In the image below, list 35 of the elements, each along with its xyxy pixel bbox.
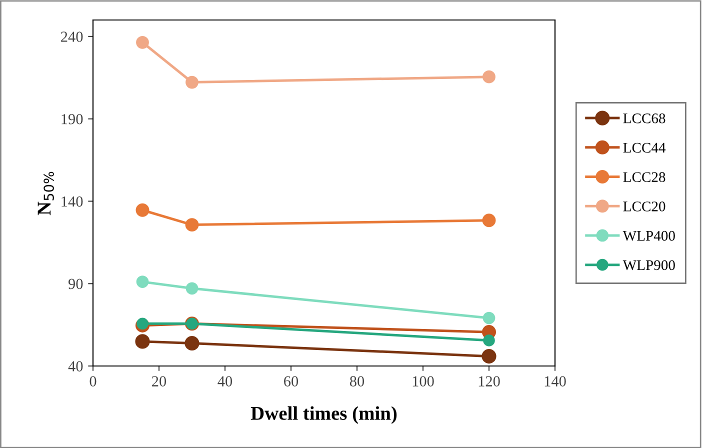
x-tick-label: 140 — [544, 376, 566, 386]
point — [136, 318, 148, 330]
legend-label: LCC44 — [623, 142, 666, 153]
point — [136, 36, 149, 49]
point — [136, 203, 150, 217]
x-axis-title: Dwell times (min) — [250, 406, 397, 424]
point — [482, 348, 496, 364]
x-tick-label: 60 — [284, 376, 298, 386]
point — [186, 76, 198, 89]
x-tick-label: 40 — [218, 376, 232, 386]
x-tick-label: 100 — [412, 376, 434, 386]
x-tick-label: 20 — [152, 376, 166, 386]
point — [135, 334, 150, 349]
point — [482, 214, 496, 228]
point — [185, 218, 199, 232]
point — [482, 70, 496, 84]
y-tick-label: 190 — [62, 114, 83, 124]
y-tick-label: 140 — [62, 196, 83, 207]
y-tick-label: 40 — [68, 361, 83, 372]
legend-label: WLP400 — [622, 230, 675, 241]
x-tick-label: 80 — [350, 376, 364, 386]
point — [483, 334, 495, 346]
y-tick-label: 90 — [68, 278, 83, 290]
point — [184, 336, 200, 351]
legend-label: LCC28 — [623, 172, 666, 182]
legend-label: LCC68 — [623, 113, 666, 124]
legend-label: LCC20 — [623, 202, 666, 212]
x-tick-label: 0 — [90, 376, 96, 386]
point — [136, 276, 149, 288]
point — [186, 282, 198, 295]
y-axis-title: N$_{50%}$ — [38, 172, 54, 216]
legend-label: WLP900 — [622, 260, 675, 270]
y-tick-label: 240 — [61, 32, 83, 42]
x-tick-label: 120 — [478, 376, 500, 386]
point — [482, 312, 496, 324]
